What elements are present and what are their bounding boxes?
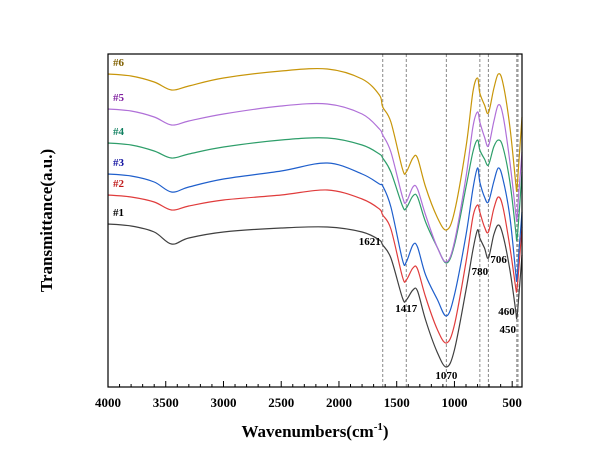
- peak-annotation-706: 706: [490, 254, 507, 266]
- x-axis-title-sup: -1: [374, 421, 383, 433]
- series-label-3: #3: [113, 157, 125, 169]
- x-tick-label: 1000: [441, 395, 467, 410]
- x-axis-title: Wavenumbers(cm-1): [241, 421, 388, 441]
- series-label-1: #1: [113, 207, 124, 219]
- series-line-6: [107, 67, 523, 231]
- peak-annotation-1070: 1070: [435, 370, 458, 382]
- plot-frame: [107, 53, 523, 388]
- x-tick-label: 3500: [153, 395, 179, 410]
- series-line-3: [107, 162, 523, 317]
- x-tick-label: 3000: [210, 395, 236, 410]
- x-tick-label: 2000: [326, 395, 352, 410]
- series-line-4: [107, 137, 523, 264]
- series-label-2: #2: [113, 178, 125, 190]
- series-line-2: [107, 189, 523, 344]
- x-axis-title-main: Wavenumbers(cm: [241, 422, 373, 441]
- x-tick-label: 4000: [95, 395, 121, 410]
- peak-annotation-460: 460: [498, 306, 515, 318]
- spectra-curves: [107, 67, 523, 368]
- series-labels: #1 #2 #3 #4 #5 #6: [113, 57, 125, 219]
- peak-annotation-1621: 1621: [359, 236, 381, 248]
- x-tick-label: 500: [502, 395, 522, 410]
- series-label-5: #5: [113, 92, 125, 104]
- series-label-4: #4: [113, 126, 125, 138]
- x-tick-label: 1500: [384, 395, 410, 410]
- x-axis-title-suffix: ): [383, 422, 389, 441]
- peak-annotation-450: 450: [499, 324, 516, 336]
- x-axis-ticks: 4000 3500 3000 2500 2000 1500 1000 500: [95, 381, 522, 410]
- y-axis-title: Transmittance(a.u.): [37, 149, 56, 292]
- x-tick-label: 2500: [268, 395, 294, 410]
- series-line-1: [107, 223, 523, 368]
- series-label-6: #6: [113, 57, 125, 69]
- peak-annotation-780: 780: [472, 266, 489, 278]
- peak-annotation-1417: 1417: [395, 303, 418, 315]
- series-line-5: [107, 102, 523, 263]
